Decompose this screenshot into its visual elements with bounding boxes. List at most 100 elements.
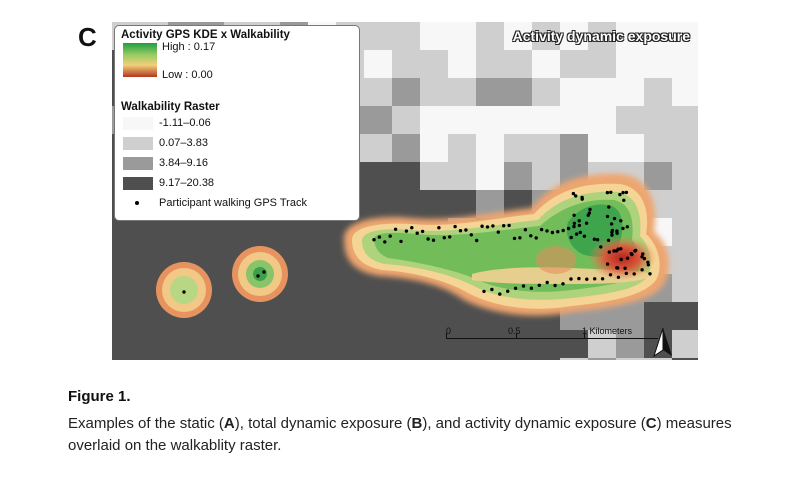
gps-point	[608, 273, 613, 277]
walkability-class-label: 3.84–9.16	[159, 157, 208, 169]
gps-point	[625, 256, 630, 260]
gps-point	[622, 198, 626, 202]
gps-point	[475, 238, 479, 243]
gps-point	[448, 235, 452, 239]
raster-cell	[644, 50, 672, 78]
gps-point	[256, 274, 260, 278]
scale-bar: 0 0.5 1 Kilometers	[444, 326, 660, 350]
gps-point	[580, 197, 584, 201]
raster-cell	[532, 78, 560, 106]
raster-cell	[196, 330, 224, 358]
gps-point	[646, 263, 650, 267]
raster-cell	[112, 218, 140, 246]
raster-cell	[672, 358, 698, 360]
gps-point	[491, 224, 495, 228]
raster-cell	[420, 22, 448, 50]
gps-track-points	[182, 190, 652, 296]
gps-point	[577, 276, 581, 281]
raster-cell	[672, 302, 698, 330]
gps-point	[506, 289, 510, 293]
gps-point	[641, 252, 645, 256]
map-title: Activity dynamic exposure	[512, 28, 690, 44]
raster-cell	[448, 50, 476, 78]
raster-cell	[392, 78, 420, 106]
raster-cell	[420, 330, 448, 358]
gps-point	[496, 230, 500, 234]
raster-cell	[504, 106, 532, 134]
raster-cell	[476, 50, 504, 78]
raster-cell	[392, 190, 420, 218]
raster-cell	[644, 358, 672, 360]
gps-point	[609, 222, 614, 226]
gps-point	[569, 277, 573, 281]
raster-cell	[476, 22, 504, 50]
gps-point	[529, 286, 534, 290]
gps-point	[458, 229, 463, 233]
raster-cell	[476, 162, 504, 190]
raster-cell	[616, 22, 644, 50]
gps-point	[619, 257, 623, 262]
raster-cell	[448, 134, 476, 162]
raster-cell	[504, 330, 532, 358]
gps-point	[572, 224, 576, 229]
gps-point	[518, 236, 522, 240]
gps-point	[399, 239, 403, 244]
gps-point	[612, 216, 617, 221]
raster-cell	[392, 22, 420, 50]
raster-cell	[616, 358, 644, 360]
raster-cell	[532, 22, 560, 50]
gps-point	[646, 260, 650, 264]
gps-point	[585, 277, 589, 281]
raster-cell	[476, 330, 504, 358]
gps-point	[605, 190, 610, 195]
gps-point	[609, 190, 613, 194]
gps-point	[607, 205, 611, 209]
raster-cell	[644, 22, 672, 50]
raster-cell	[392, 50, 420, 78]
raster-cell	[588, 22, 616, 50]
raster-cell	[588, 358, 616, 360]
raster-cell	[644, 78, 672, 106]
raster-cell	[280, 358, 308, 360]
gps-point	[182, 290, 186, 294]
gps-point	[415, 231, 419, 235]
scale-bar-line	[446, 338, 658, 339]
raster-cell	[224, 358, 252, 360]
raster-cell	[420, 78, 448, 106]
gps-point	[593, 277, 597, 281]
gps-point	[569, 235, 573, 240]
map-legend: Activity GPS KDE x Walkability High : 0.…	[114, 25, 360, 221]
gps-point	[561, 228, 565, 233]
raster-cell	[392, 106, 420, 134]
gps-point	[624, 271, 628, 276]
walkability-swatch	[123, 177, 153, 190]
raster-cell	[280, 302, 308, 330]
caption-part: Examples of the static (	[68, 415, 224, 432]
kde-legend-title: Activity GPS KDE x Walkability	[121, 29, 290, 41]
gps-point	[388, 234, 392, 238]
raster-cell	[504, 22, 532, 50]
raster-cell	[448, 22, 476, 50]
gps-point	[605, 214, 610, 219]
raster-cell	[168, 218, 196, 246]
raster-cell	[336, 330, 364, 358]
gps-point	[633, 249, 637, 253]
caption-letter-a: A	[223, 415, 235, 432]
gps-point	[574, 232, 579, 236]
scale-tick	[516, 333, 517, 339]
raster-cell	[112, 274, 140, 302]
raster-cell	[420, 358, 448, 360]
gps-point	[616, 266, 620, 270]
raster-cell	[616, 302, 644, 330]
raster-cell	[672, 274, 698, 302]
raster-cell	[112, 330, 140, 358]
gps-point	[619, 247, 623, 251]
scale-tick	[584, 333, 585, 339]
gps-point	[595, 238, 600, 242]
raster-cell	[560, 330, 588, 358]
gps-point	[606, 238, 611, 242]
gps-point	[577, 223, 582, 228]
raster-cell	[644, 302, 672, 330]
gps-point	[537, 283, 541, 287]
raster-cell	[476, 106, 504, 134]
